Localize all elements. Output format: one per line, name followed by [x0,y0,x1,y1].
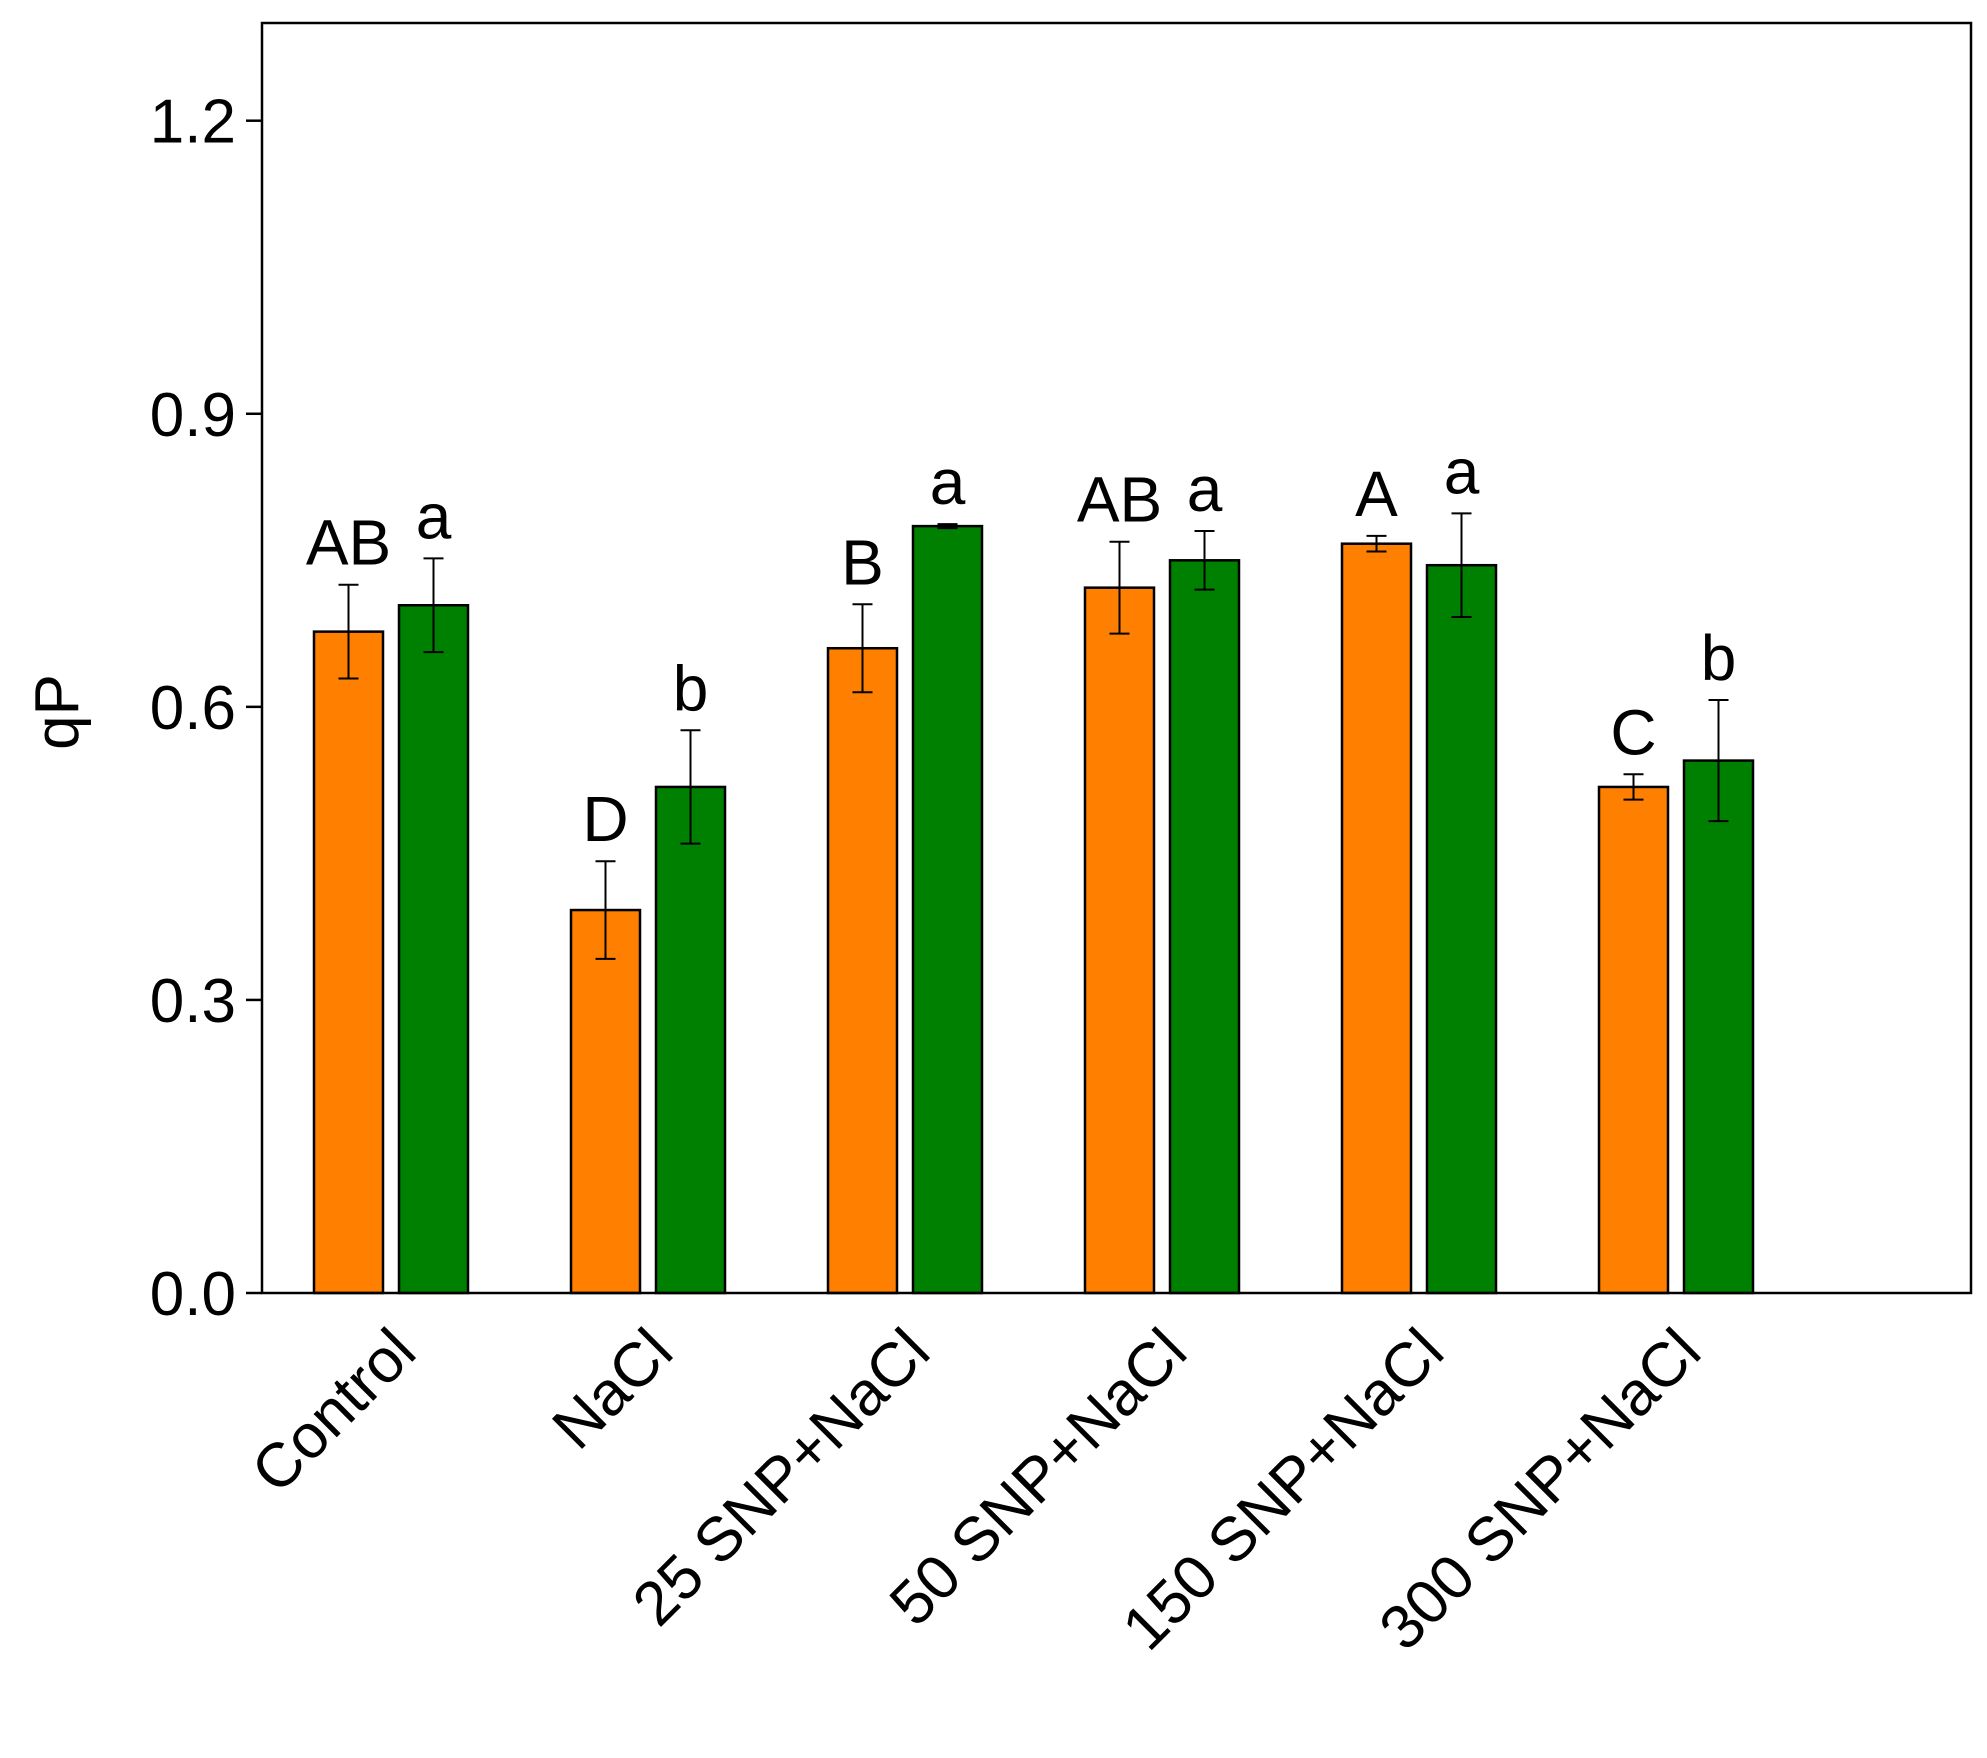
bar-orange-3 [826,646,899,1295]
significance-label-green-5: a [1444,435,1480,507]
bar-green-5 [1425,563,1498,1295]
bar-green-2 [654,785,727,1295]
plot-frame [260,21,1973,1295]
bar-green-4 [1168,559,1241,1295]
bar-green-3 [911,524,984,1295]
significance-label-green-3: a [930,446,966,518]
y-tick-label-4: 1.2 [150,88,236,157]
bar-orange-2 [569,908,642,1295]
x-category-label-1: Control [239,1316,429,1506]
bar-green-6 [1682,759,1755,1295]
bar-orange-5 [1340,542,1413,1295]
y-tick-label-0: 0.0 [150,1260,236,1329]
significance-label-orange-1: AB [306,507,391,579]
x-category-label-2: NaCl [540,1316,686,1462]
y-tick-label-1: 0.3 [150,967,236,1036]
significance-label-orange-4: AB [1077,464,1162,536]
y-tick-label-2: 0.6 [150,674,236,743]
significance-label-orange-5: A [1355,458,1398,530]
bar-orange-6 [1597,785,1670,1295]
y-axis-title: qP [23,674,92,750]
significance-label-orange-3: B [841,526,884,598]
significance-label-orange-2: D [582,783,628,855]
significance-label-green-1: a [416,480,452,552]
significance-label-green-2: b [673,652,709,724]
y-tick-label-3: 0.9 [150,381,236,450]
bar-green-1 [397,603,470,1295]
significance-label-green-6: b [1701,622,1737,694]
bar-orange-4 [1083,586,1156,1295]
significance-label-green-4: a [1187,453,1223,525]
significance-label-orange-6: C [1610,696,1656,768]
bar-orange-1 [312,630,385,1295]
